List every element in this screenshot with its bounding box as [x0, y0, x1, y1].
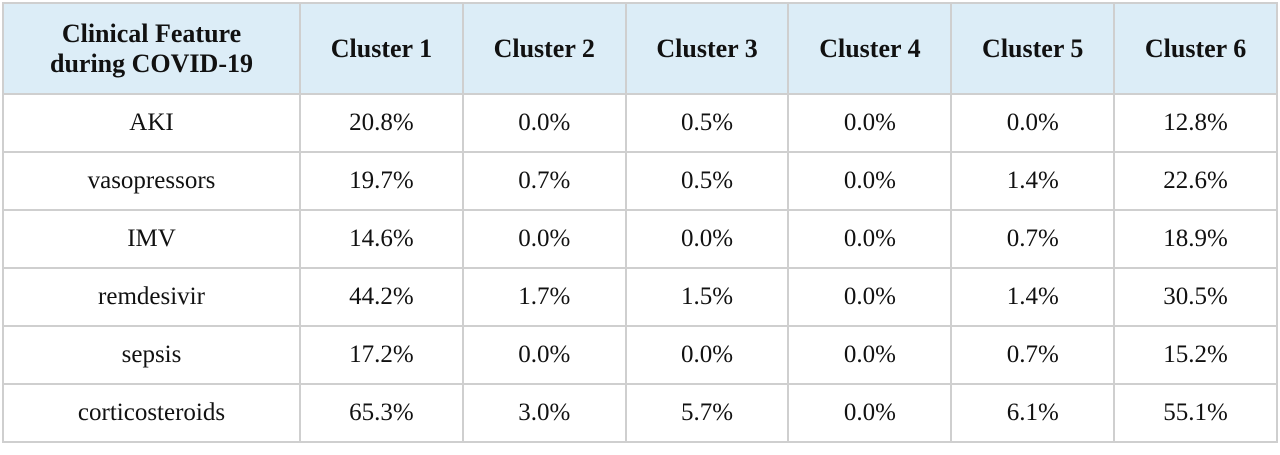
cell: 22.6%	[1113, 151, 1278, 211]
cell: 65.3%	[299, 383, 464, 443]
cell: 3.0%	[461, 383, 627, 443]
header-cell: Cluster 1	[299, 2, 464, 95]
row-label: sepsis	[2, 325, 301, 385]
cell: 0.7%	[461, 151, 627, 211]
cell: 1.4%	[950, 151, 1116, 211]
cell: 15.2%	[1113, 325, 1278, 385]
row-label: remdesivir	[2, 267, 301, 327]
data-table: Clinical Feature during COVID-19 Cluster …	[2, 2, 1278, 443]
cell: 0.0%	[787, 151, 953, 211]
cell: 30.5%	[1113, 267, 1278, 327]
cell: 12.8%	[1113, 93, 1278, 153]
cell: 0.5%	[624, 151, 790, 211]
table-row: IMV 14.6% 0.0% 0.0% 0.0% 0.7% 18.9%	[2, 209, 1278, 269]
cell: 19.7%	[299, 151, 464, 211]
cell: 5.7%	[624, 383, 790, 443]
cell: 0.0%	[787, 93, 953, 153]
header-row: Clinical Feature during COVID-19 Cluster …	[2, 2, 1278, 95]
cell: 14.6%	[299, 209, 464, 269]
cell: 0.0%	[624, 325, 790, 385]
cell: 0.0%	[787, 267, 953, 327]
cell: 0.5%	[624, 93, 790, 153]
table-row: corticosteroids 65.3% 3.0% 5.7% 0.0% 6.1% 55.1…	[2, 383, 1278, 443]
row-label: corticosteroids	[2, 383, 301, 443]
cell: 6.1%	[950, 383, 1116, 443]
cell: 17.2%	[299, 325, 464, 385]
cell: 0.0%	[950, 93, 1116, 153]
cell: 0.0%	[787, 383, 953, 443]
cell: 0.0%	[787, 209, 953, 269]
cell: 0.0%	[461, 325, 627, 385]
table-row: remdesivir 44.2% 1.7% 1.5% 0.0% 1.4% 30.5%	[2, 267, 1278, 327]
cell: 0.7%	[950, 325, 1116, 385]
header-cell: Clinical Feature during COVID-19	[2, 2, 301, 95]
table-body: AKI 20.8% 0.0% 0.5% 0.0% 0.0% 12.8% vasopressor…	[2, 93, 1278, 443]
cell: 44.2%	[299, 267, 464, 327]
cell: 0.0%	[461, 209, 627, 269]
table-row: AKI 20.8% 0.0% 0.5% 0.0% 0.0% 12.8%	[2, 93, 1278, 153]
row-label: AKI	[2, 93, 301, 153]
table-row: sepsis 17.2% 0.0% 0.0% 0.0% 0.7% 15.2%	[2, 325, 1278, 385]
table-row: vasopressors 19.7% 0.7% 0.5% 0.0% 1.4% 22.6%	[2, 151, 1278, 211]
header-cell: Cluster 3	[624, 2, 790, 95]
header-cell: Cluster 4	[787, 2, 953, 95]
header-cell: Cluster 5	[950, 2, 1116, 95]
cell: 1.7%	[461, 267, 627, 327]
cell: 20.8%	[299, 93, 464, 153]
cell: 55.1%	[1113, 383, 1278, 443]
row-label: IMV	[2, 209, 301, 269]
cell: 0.0%	[624, 209, 790, 269]
cell: 1.4%	[950, 267, 1116, 327]
cell: 0.7%	[950, 209, 1116, 269]
cell: 18.9%	[1113, 209, 1278, 269]
header-cell: Cluster 6	[1113, 2, 1278, 95]
cell: 1.5%	[624, 267, 790, 327]
cell: 0.0%	[461, 93, 627, 153]
header-cell: Cluster 2	[461, 2, 627, 95]
row-label: vasopressors	[2, 151, 301, 211]
cell: 0.0%	[787, 325, 953, 385]
